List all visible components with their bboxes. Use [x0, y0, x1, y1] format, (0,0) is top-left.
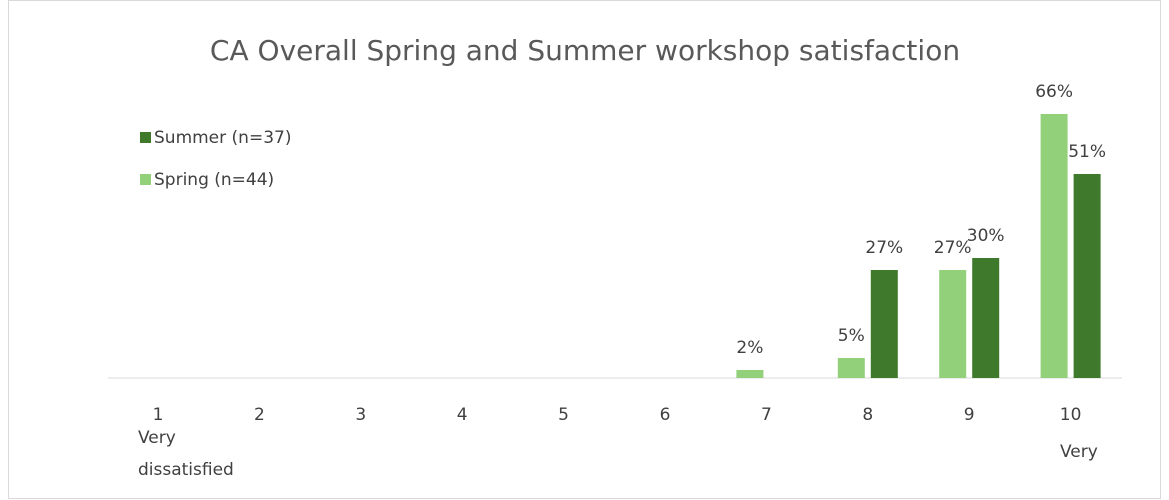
x-tick-label: 7	[761, 405, 772, 425]
data-label: 27%	[934, 238, 972, 258]
legend-label: Summer (n=37)	[154, 128, 291, 148]
annotation: Very	[138, 428, 176, 448]
data-label: 5%	[838, 326, 865, 346]
bar	[1073, 174, 1101, 378]
bar	[870, 270, 898, 378]
x-tick-label: 8	[862, 405, 873, 425]
chart-title: CA Overall Spring and Summer workshop sa…	[210, 34, 960, 67]
x-tick-label: 1	[153, 405, 164, 425]
data-label: 66%	[1035, 82, 1073, 102]
data-label: 2%	[736, 338, 763, 358]
x-tick-label: 3	[355, 405, 366, 425]
legend-swatch	[140, 132, 151, 143]
data-label: 30%	[967, 226, 1005, 246]
legend-label: Spring (n=44)	[154, 170, 274, 190]
x-tick-label: 10	[1060, 405, 1082, 425]
data-label: 51%	[1068, 142, 1106, 162]
annotation: Very	[1060, 442, 1098, 462]
legend-swatch	[140, 174, 151, 185]
chart-border	[8, 0, 1161, 499]
bar	[1040, 114, 1068, 378]
bar	[972, 258, 1000, 378]
bar	[736, 370, 764, 378]
x-tick-label: 9	[964, 405, 975, 425]
x-tick-label: 2	[254, 405, 265, 425]
bar	[837, 358, 865, 378]
annotation: dissatisfied	[138, 460, 234, 480]
bar	[939, 270, 967, 378]
data-label: 27%	[865, 238, 903, 258]
x-tick-label: 5	[558, 405, 569, 425]
x-tick-label: 6	[660, 405, 671, 425]
x-tick-label: 4	[457, 405, 468, 425]
